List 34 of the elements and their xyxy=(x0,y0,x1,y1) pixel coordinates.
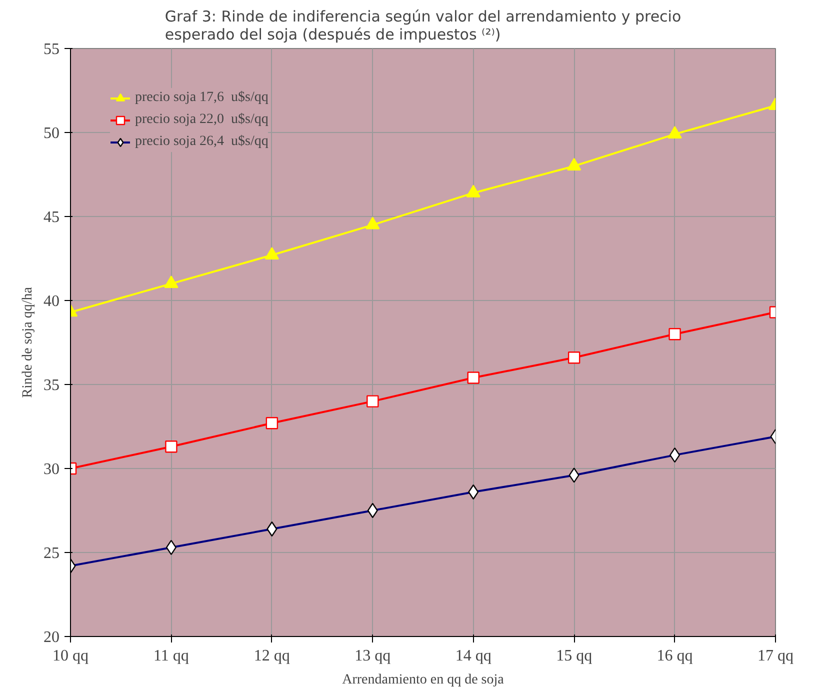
point xyxy=(366,216,380,230)
x-tick-label: 13 qq xyxy=(354,648,391,664)
y-tick-label: 35 xyxy=(44,377,60,394)
legend-label: precio soja 17,6 u$s/qq xyxy=(135,90,268,106)
y-axis-title: Rinde de soja qq/ha xyxy=(20,286,36,398)
y-tick-label: 45 xyxy=(44,209,60,226)
point xyxy=(466,184,480,198)
x-tick-label: 15 qq xyxy=(556,648,592,664)
point xyxy=(668,328,681,340)
x-axis-title: Arrendamiento en qq de soja xyxy=(342,672,505,688)
y-tick-label: 55 xyxy=(44,41,60,58)
y-tick-label: 20 xyxy=(44,629,60,646)
x-tick-label: 12 qq xyxy=(254,648,290,664)
chart-title: Graf 3: Rinde de indiferencia según valor del arrendamiento y precio esperado del soja (después de impuestos ⁽²⁾) xyxy=(164,8,682,44)
point xyxy=(264,247,280,260)
legend-label: precio soja 26,4 u$s/qq xyxy=(135,134,268,150)
point xyxy=(566,158,582,170)
point xyxy=(366,395,379,408)
x-tick-label: 11 qq xyxy=(154,648,189,664)
x-tick-label: 17 qq xyxy=(758,648,794,664)
point xyxy=(164,276,178,288)
x-tick-label: 14 qq xyxy=(455,648,492,664)
point xyxy=(165,440,178,453)
y-tick-label: 25 xyxy=(44,545,60,562)
legend-label: precio soja 22,0 u$s/qq xyxy=(135,112,268,128)
point xyxy=(568,352,580,364)
x-tick-label: 10 qq xyxy=(52,648,88,664)
point xyxy=(266,417,278,430)
point xyxy=(668,126,682,139)
y-tick-label: 50 xyxy=(44,125,60,142)
x-tick-label: 16 qq xyxy=(656,648,693,664)
y-tick-label: 30 xyxy=(44,461,60,478)
point xyxy=(467,372,480,384)
y-tick-label: 40 xyxy=(44,293,60,310)
